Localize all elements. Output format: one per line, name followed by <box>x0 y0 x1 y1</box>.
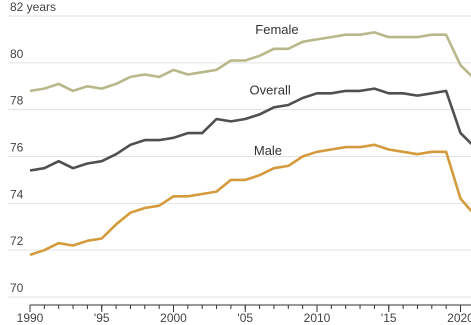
x-tick-label: 1990 <box>17 311 44 325</box>
x-tick-label: '05 <box>237 311 253 325</box>
series-line <box>29 31 471 93</box>
x-tick-label: 2020 <box>447 311 471 325</box>
series-label: Male <box>254 143 282 158</box>
y-tick-label: 82 years <box>10 0 56 14</box>
series-label: Overall <box>250 82 291 97</box>
x-tick-label: '15 <box>381 311 397 325</box>
y-tick-label: 72 <box>10 234 24 248</box>
y-tick-label: 74 <box>10 187 24 201</box>
y-tick-label: 76 <box>10 141 24 155</box>
y-tick-label: 80 <box>10 47 24 61</box>
x-tick-label: 2010 <box>304 311 331 325</box>
series-line <box>29 87 471 172</box>
series-line <box>29 143 471 257</box>
x-tick-label: '95 <box>94 311 110 325</box>
series-label: Female <box>255 22 298 37</box>
y-tick-label: 70 <box>10 281 24 295</box>
y-tick-label: 78 <box>10 94 24 108</box>
x-tick-label: 2000 <box>160 311 187 325</box>
